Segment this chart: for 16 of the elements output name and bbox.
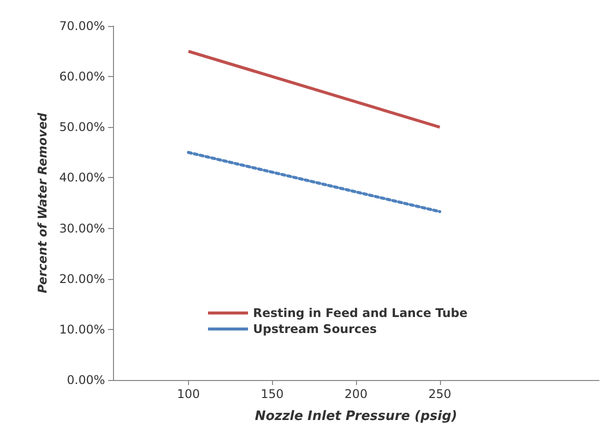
- x-tick-label: 100: [176, 387, 200, 401]
- legend-label: Resting in Feed and Lance Tube: [253, 306, 468, 320]
- y-tick-label: 70.00%: [59, 19, 105, 33]
- legend-label: Upstream Sources: [253, 322, 377, 336]
- x-tick-label: 150: [260, 387, 284, 401]
- x-tick-label: 250: [428, 387, 452, 401]
- y-axis-title: Percent of Water Removed: [35, 112, 50, 294]
- y-tick-label: 60.00%: [59, 70, 105, 84]
- x-tick-label: 200: [344, 387, 368, 401]
- x-axis-title: Nozzle Inlet Pressure (psig): [254, 409, 458, 424]
- y-tick-label: 50.00%: [59, 120, 105, 134]
- y-tick-label: 30.00%: [59, 221, 105, 236]
- y-tick-label: 20.00%: [59, 272, 105, 286]
- y-tick-label: 0.00%: [66, 373, 105, 387]
- y-tick-label: 40.00%: [59, 170, 105, 185]
- y-tick-label: 10.00%: [59, 322, 105, 336]
